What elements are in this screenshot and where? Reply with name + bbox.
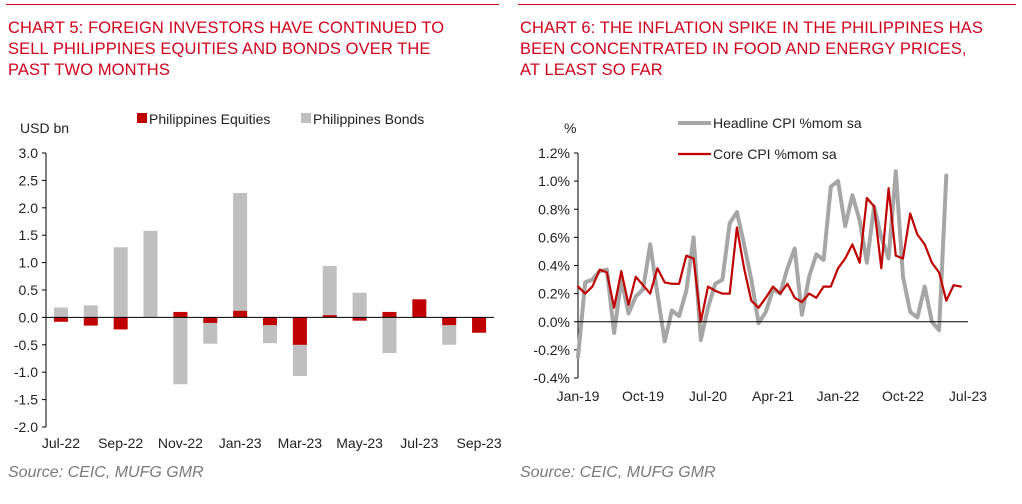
chart6-title-line: AT LEAST SO FAR xyxy=(520,61,663,79)
chart6-x-tick-label: Jul-23 xyxy=(949,388,987,404)
chart5-y-tick-label: 2.0 xyxy=(19,200,39,216)
chart5-equity-bar xyxy=(322,315,337,318)
chart5-equity-bar xyxy=(173,311,188,318)
chart5-legend-swatch-equities xyxy=(137,113,147,123)
chart5-bond-bar xyxy=(352,292,367,318)
chart5-bond-bar xyxy=(382,317,397,354)
chart5-source: Source: CEIC, MUFG GMR xyxy=(8,464,204,481)
chart5-y-tick-label: -2.0 xyxy=(14,419,38,435)
chart6-y-tick-label: -0.2% xyxy=(533,342,570,358)
chart5-x-tick-label: Nov-22 xyxy=(158,435,203,451)
chart6-panel: CHART 6: THE INFLATION SPIKE IN THE PHIL… xyxy=(512,0,1022,504)
chart6-y-tick-label: 1.2% xyxy=(538,145,570,161)
chart6-x-tick-label: Apr-21 xyxy=(752,388,794,404)
chart6-x-tick-label: Oct-19 xyxy=(622,388,664,404)
chart5-title: CHART 5: FOREIGN INVESTORS HAVE CONTINUE… xyxy=(8,18,501,81)
chart5-x-tick-label: Jul-23 xyxy=(400,435,438,451)
chart5-bond-bar xyxy=(173,317,188,385)
chart6-line-chart: 1.2% 1.0% 0.8% 0.6% 0.4% 0.2% 0.0% -0.2% -0.4%% J… xyxy=(533,115,987,404)
chart6-x-tick-label: Jan-22 xyxy=(817,388,860,404)
chart6-top-rule xyxy=(518,4,1016,5)
chart5-top-rule xyxy=(6,4,499,5)
chart6-y-tick-label: 0.8% xyxy=(538,201,570,217)
chart5-x-tick-label: Jan-23 xyxy=(219,435,262,451)
chart5-equity-bar xyxy=(442,317,457,326)
chart6-legend-label-headline: Headline CPI %mom sa xyxy=(713,115,862,131)
chart5-x-tick-label: May-23 xyxy=(336,435,383,451)
chart5-bond-bar xyxy=(143,230,158,318)
chart5-bond-bar xyxy=(203,317,218,344)
chart6-x-tick-label: Jul-20 xyxy=(689,388,727,404)
chart5-y-tick-label: -1.0 xyxy=(14,364,38,380)
chart5-equity-bar xyxy=(263,317,277,326)
chart5-legend-label-bonds: Philippines Bonds xyxy=(313,111,424,127)
chart5-bond-bar xyxy=(113,247,128,318)
chart5-y-tick-label: 1.5 xyxy=(19,227,39,243)
chart5-title-line: SELL PHILIPPINES EQUITIES AND BONDS OVER… xyxy=(8,40,431,58)
chart5-equity-bar xyxy=(203,317,218,323)
chart6-x-tick-label: Oct-22 xyxy=(882,388,924,404)
chart5-bond-bar xyxy=(322,265,337,318)
chart5-x-tick-label: Mar-23 xyxy=(278,435,323,451)
chart6-x-tick-label: Jan-19 xyxy=(557,388,600,404)
chart5-equity-bar xyxy=(382,311,397,318)
chart5-y-tick-label: 0.0 xyxy=(19,309,39,325)
chart5-equity-bar xyxy=(472,317,487,333)
chart6-y-tick-label: 0.6% xyxy=(538,229,570,245)
chart5-panel: CHART 5: FOREIGN INVESTORS HAVE CONTINUE… xyxy=(0,0,505,504)
chart6-y-axis-title: % xyxy=(564,120,576,136)
chart6-source: Source: CEIC, MUFG GMR xyxy=(520,464,716,481)
chart5-equity-bar xyxy=(233,310,248,318)
chart5-bar-chart: 3.0 2.5 2.0 1.5 1.0 0.5 0.0 -0.5 -1.0 -1.5 -2.0 USD… xyxy=(14,111,502,451)
chart5-title-line: CHART 5: FOREIGN INVESTORS HAVE CONTINUE… xyxy=(8,19,445,37)
chart6-y-tick-label: 1.0% xyxy=(538,173,570,189)
chart5-y-tick-label: 2.5 xyxy=(19,172,39,188)
chart6-y-tick-label: 0.0% xyxy=(538,314,570,330)
chart5-legend-label-equities: Philippines Equities xyxy=(149,111,270,127)
chart5-x-tick-label: Sep-22 xyxy=(98,435,143,451)
chart5-title-line: PAST TWO MONTHS xyxy=(8,61,170,79)
chart6-y-tick-label: 0.4% xyxy=(538,258,570,274)
chart5-equity-bar xyxy=(83,317,98,326)
chart5-bond-bar xyxy=(233,193,248,318)
chart5-y-axis-title: USD bn xyxy=(20,120,69,136)
chart6-title-line: CHART 6: THE INFLATION SPIKE IN THE PHIL… xyxy=(520,19,983,37)
chart6-title: CHART 6: THE INFLATION SPIKE IN THE PHIL… xyxy=(520,18,1018,81)
chart5-y-tick-label: 0.5 xyxy=(19,282,39,298)
chart6-headline-cpi-line xyxy=(576,169,949,359)
chart5-y-tick-label: 1.0 xyxy=(19,255,39,271)
chart5-bond-bar xyxy=(53,307,68,318)
chart5-legend-swatch-bonds xyxy=(301,113,311,123)
chart5-equity-bar xyxy=(352,317,367,321)
chart6-title-line: BEEN CONCENTRATED IN FOOD AND ENERGY PRI… xyxy=(520,40,967,58)
chart5-x-tick-label: Sep-23 xyxy=(456,435,501,451)
chart5-equity-bar xyxy=(292,317,307,345)
chart6-y-tick-label: -0.4% xyxy=(533,370,570,386)
chart5-equity-bar xyxy=(53,317,68,322)
chart6-legend-label-core: Core CPI %mom sa xyxy=(713,146,837,162)
chart5-x-tick-label: Jul-22 xyxy=(42,435,80,451)
chart5-y-tick-label: -0.5 xyxy=(14,337,38,353)
chart5-y-tick-label: -1.5 xyxy=(14,392,38,408)
chart5-equity-bar xyxy=(113,317,128,330)
chart6-core-cpi-line xyxy=(576,187,962,323)
chart6-y-tick-label: 0.2% xyxy=(538,286,570,302)
chart5-bond-bar xyxy=(83,305,98,318)
chart5-y-tick-label: 3.0 xyxy=(19,145,39,161)
chart5-equity-bar xyxy=(412,299,427,318)
